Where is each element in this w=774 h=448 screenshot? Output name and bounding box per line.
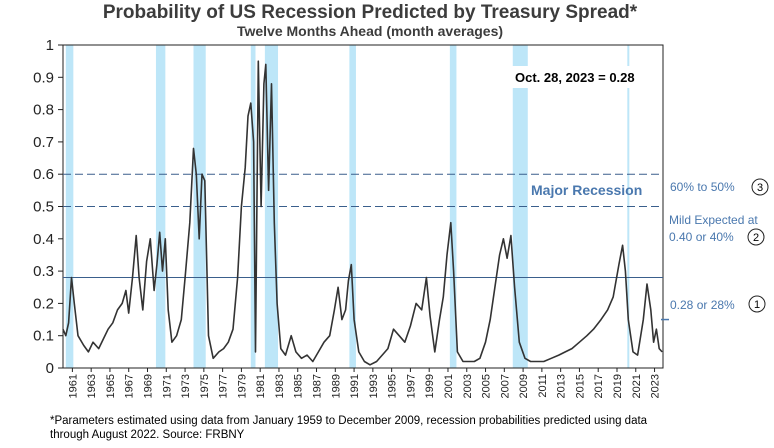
x-tick-label: 1995 [387,374,399,398]
x-tick-label: 1967 [124,374,136,398]
x-tick-label: 2003 [462,374,474,398]
x-tick-label: 2013 [556,374,568,398]
footnote-line-1: *Parameters estimated using data from Ja… [50,415,648,427]
y-tick-label: 0.5 [33,199,54,216]
annotation-label: Mild Expected at [669,213,758,227]
y-tick-label: 0.2 [33,295,54,312]
chart-subtitle: Twelve Months Ahead (month averages) [236,23,504,39]
x-tick-label: 2007 [499,374,511,398]
x-tick-label: 1979 [236,374,248,398]
recession-band [250,45,256,368]
x-tick-label: 1963 [86,374,98,398]
x-tick-label: 1977 [218,374,230,398]
y-tick-label: 0.8 [33,102,54,119]
annotation-label: 0.40 or 40% [669,230,734,244]
y-tick-label: 0.3 [33,263,54,280]
x-tick-label: 1997 [405,374,417,398]
annotation-marker-number: 2 [753,232,759,244]
annotation-marker [751,178,769,196]
annotation-marker-number: 3 [757,182,763,194]
x-tick-label: 1969 [143,374,155,398]
annotation-marker-number: 1 [754,299,760,311]
y-tick-label: 0.4 [33,231,54,248]
x-tick-label: 2005 [481,374,493,398]
x-tick-label: 2001 [443,374,455,398]
x-tick-label: 1989 [330,374,342,398]
x-tick-label: 2009 [518,374,530,398]
x-tick-label: 2011 [537,374,549,398]
y-tick-label: 0.7 [33,134,54,151]
x-tick-label: 1961 [67,374,79,398]
x-tick-label: 1985 [293,374,305,398]
x-tick-label: 2017 [593,374,605,398]
annotation-marker [747,228,765,246]
y-tick-label: 0.9 [33,69,54,86]
x-tick-label: 1973 [180,374,192,398]
chart-title: Probability of US Recession Predicted by… [102,2,638,23]
x-tick-label: 1975 [199,374,211,398]
callout-text: Oct. 28, 2023 = 0.28 [515,70,635,85]
callout-box [510,66,662,88]
y-tick-label: 0.6 [33,166,54,183]
y-tick-label: 1 [46,37,54,54]
annotation-label: 60% to 50% [670,180,735,194]
x-tick-label: 1991 [349,374,361,398]
annotation-label: 0.28 or 28% [670,298,735,312]
x-tick-label: 1971 [161,374,173,398]
x-tick-label: 2015 [574,374,586,398]
x-tick-label: 2021 [631,374,643,398]
series-line [62,60,663,366]
x-tick-label: 2023 [650,374,662,398]
x-tick-label: 1981 [255,374,267,398]
x-tick-label: 1993 [368,374,380,398]
x-tick-label: 1987 [312,374,324,398]
footnote: *Parameters estimated using data from Ja… [50,414,750,442]
y-tick-label: 0 [46,360,54,377]
x-tick-label: 1999 [424,374,436,398]
x-tick-label: 1965 [105,374,117,398]
x-tick-label: 2019 [612,374,624,398]
y-tick-label: 0.1 [33,328,54,345]
annotation-marker [748,295,766,313]
footnote-line-2: through August 2022. Source: FRBNY [50,429,245,441]
x-tick-label: 1983 [274,374,286,398]
major-recession-label: Major Recession [531,182,642,198]
